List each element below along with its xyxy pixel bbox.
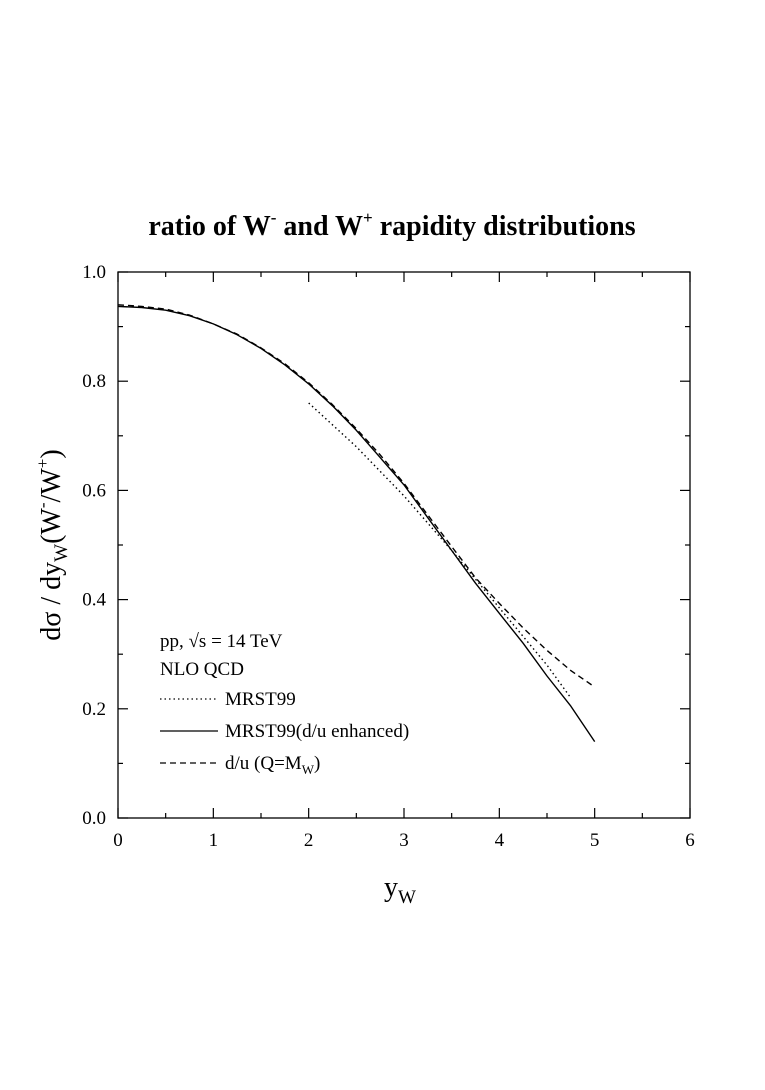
legend-label-mrst99-enhanced: MRST99(d/u enhanced) [225,721,409,742]
x-tick-label: 1 [209,830,219,851]
y-tick-label: 0.0 [82,808,106,829]
legend: MRST99 MRST99(d/u enhanced) d/u (Q=MW) [160,689,409,777]
chart-title: ratio of W- and W+ rapidity distribution… [148,208,635,242]
y-axis-label: dσ / dyW(W-/W+) [33,449,72,640]
x-tick-label: 3 [399,830,409,851]
series-line-dashed [117,304,596,688]
x-axis-label: yW [384,872,416,908]
x-tick-labels: 0 1 2 3 4 5 6 [113,830,695,851]
x-tick-label: 2 [304,830,314,851]
x-tick-label: 5 [590,830,600,851]
y-tick-label: 0.4 [82,590,106,611]
y-tick-labels: 0.0 0.2 0.4 0.6 0.8 1.0 [82,262,106,829]
x-tick-label: 6 [685,830,695,851]
series-lines [117,304,596,742]
y-tick-label: 0.6 [82,480,106,501]
axis-ticks [117,271,691,819]
x-tick-label: 4 [495,830,505,851]
annotation-order: NLO QCD [160,659,244,680]
x-tick-label: 0 [113,830,123,851]
y-tick-label: 1.0 [82,262,106,283]
y-tick-label: 0.8 [82,371,106,392]
annotation-collision: pp, √s = 14 TeV [160,631,283,652]
y-tick-label: 0.2 [82,699,106,720]
legend-label-mrst99: MRST99 [225,689,296,710]
legend-label-du: d/u (Q=MW) [225,753,320,777]
